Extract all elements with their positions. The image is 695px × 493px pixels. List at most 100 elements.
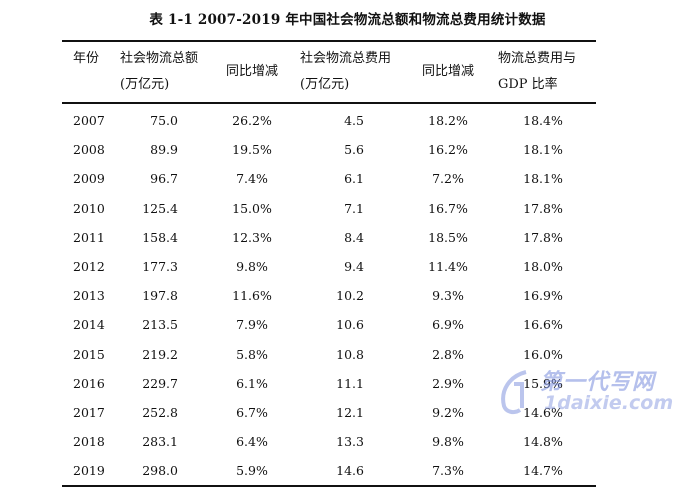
logistics-data-table: 年份 社会物流总额 (万亿元) 同比增减 社会物流总费用 (万亿元) 同比增减 … [62,40,596,488]
header-total-amount-label: 社会物流总额 [120,51,199,66]
header-total-cost-label: 社会物流总费用 [300,51,392,66]
cell-cost-yoy: 9.2% [432,404,464,420]
table-row: 2010 125.4 15.0% 7.1 16.7% 17.8% [62,194,596,223]
cell-year: 2010 [73,200,105,216]
cell-gdp-ratio: 18.1% [523,171,563,187]
table-row: 2018 283.1 6.4% 13.3 9.8% 14.8% [62,427,596,456]
cell-amount-yoy: 26.2% [232,113,272,128]
header-cost-yoy: 同比增减 [422,59,474,85]
cell-cost-yoy: 16.7% [428,200,468,216]
cell-gdp-ratio: 14.7% [523,463,563,479]
cell-gdp-ratio: 16.9% [523,288,563,304]
table-row: 2019 298.0 5.9% 14.6 7.3% 14.7% [62,456,596,485]
cell-total-cost: 5.6 [344,142,364,158]
cell-cost-yoy: 16.2% [428,142,468,158]
cell-year: 2008 [73,142,105,158]
cell-cost-yoy: 11.4% [428,258,468,274]
table-row: 2014 213.5 7.9% 10.6 6.9% 16.6% [62,310,596,339]
cell-total-amount: 89.9 [150,142,178,158]
cell-year: 2016 [73,375,105,391]
cell-total-cost: 10.8 [336,346,364,362]
cell-gdp-ratio: 14.8% [523,434,563,450]
cell-gdp-ratio: 16.6% [523,317,563,333]
cell-year: 2014 [73,317,105,333]
header-year-label: 年份 [73,51,100,66]
cell-total-cost: 12.1 [336,404,364,420]
header-total-amount-unit: (万亿元) [120,77,170,92]
cell-amount-yoy: 6.4% [236,434,268,450]
cell-cost-yoy: 2.9% [432,375,464,391]
table-row: 2017 252.8 6.7% 12.1 9.2% 14.6% [62,398,596,427]
cell-year: 2011 [73,229,105,245]
cell-year: 2013 [73,288,105,304]
cell-amount-yoy: 5.9% [236,463,268,479]
cell-amount-yoy: 5.8% [236,346,268,362]
cell-total-cost: 4.5 [344,113,364,128]
cell-total-cost: 8.4 [344,229,364,245]
header-amount-yoy: 同比增减 [226,59,278,85]
cell-amount-yoy: 19.5% [232,142,272,158]
cell-total-amount: 197.8 [142,288,178,304]
table-body: 2007 75.0 26.2% 4.5 18.2% 18.4% 2008 89.… [62,104,596,485]
cell-gdp-ratio: 16.0% [523,346,563,362]
cell-cost-yoy: 7.3% [432,463,464,479]
cell-year: 2018 [73,434,105,450]
cell-total-amount: 252.8 [142,404,178,420]
cell-gdp-ratio: 18.4% [523,113,563,128]
cell-amount-yoy: 11.6% [232,288,272,304]
cell-amount-yoy: 7.4% [236,171,268,187]
cell-amount-yoy: 6.7% [236,404,268,420]
cell-year: 2015 [73,346,105,362]
cell-cost-yoy: 18.2% [428,113,468,128]
cell-total-amount: 96.7 [150,171,178,187]
table-caption: 表 1-1 2007-2019 年中国社会物流总额和物流总费用统计数据 [149,12,546,28]
table-row: 2011 158.4 12.3% 8.4 18.5% 17.8% [62,223,596,252]
cell-total-cost: 10.6 [336,317,364,333]
cell-total-amount: 75.0 [150,113,178,128]
cell-year: 2019 [73,463,105,479]
cell-gdp-ratio: 17.8% [523,200,563,216]
cell-gdp-ratio: 14.6% [523,404,563,420]
cell-total-amount: 229.7 [142,375,178,391]
cell-amount-yoy: 7.9% [236,317,268,333]
cell-total-amount: 177.3 [142,258,178,274]
cell-gdp-ratio: 15.9% [523,375,563,391]
cell-cost-yoy: 9.8% [432,434,464,450]
cell-total-cost: 6.1 [344,171,364,187]
cell-gdp-ratio: 17.8% [523,229,563,245]
cell-total-cost: 7.1 [344,200,364,216]
header-total-cost-unit: (万亿元) [300,77,350,92]
table-header: 年份 社会物流总额 (万亿元) 同比增减 社会物流总费用 (万亿元) 同比增减 … [62,42,596,104]
header-year: 年份 [73,46,99,72]
cell-amount-yoy: 15.0% [232,200,272,216]
cell-total-amount: 298.0 [142,463,178,479]
cell-cost-yoy: 2.8% [432,346,464,362]
table-row: 2012 177.3 9.8% 9.4 11.4% 18.0% [62,252,596,281]
cell-cost-yoy: 18.5% [428,229,468,245]
cell-total-cost: 10.2 [336,288,364,304]
cell-cost-yoy: 9.3% [432,288,464,304]
cell-amount-yoy: 12.3% [232,229,272,245]
header-gdp-ratio: 物流总费用与 GDP 比率 [498,46,576,98]
cell-total-amount: 158.4 [142,229,178,245]
cell-total-cost: 13.3 [336,434,364,450]
cell-total-cost: 9.4 [344,258,364,274]
table-row: 2009 96.7 7.4% 6.1 7.2% 18.1% [62,164,596,193]
cell-total-amount: 213.5 [142,317,178,333]
header-gdp-ratio-unit: GDP 比率 [498,77,558,92]
table-row: 2015 219.2 5.8% 10.8 2.8% 16.0% [62,340,596,369]
cell-year: 2017 [73,404,105,420]
cell-total-amount: 219.2 [142,346,178,362]
header-gdp-ratio-label: 物流总费用与 [498,51,577,66]
cell-cost-yoy: 7.2% [432,171,464,187]
cell-year: 2009 [73,171,105,187]
header-amount-yoy-label: 同比增减 [226,64,279,79]
table-row: 2008 89.9 19.5% 5.6 16.2% 18.1% [62,135,596,164]
header-total-amount: 社会物流总额 (万亿元) [120,46,198,98]
table-row: 2016 229.7 6.1% 11.1 2.9% 15.9% [62,369,596,398]
header-total-cost: 社会物流总费用 (万亿元) [300,46,391,98]
cell-gdp-ratio: 18.1% [523,142,563,158]
cell-cost-yoy: 6.9% [432,317,464,333]
cell-amount-yoy: 6.1% [236,375,268,391]
cell-total-amount: 283.1 [142,434,178,450]
